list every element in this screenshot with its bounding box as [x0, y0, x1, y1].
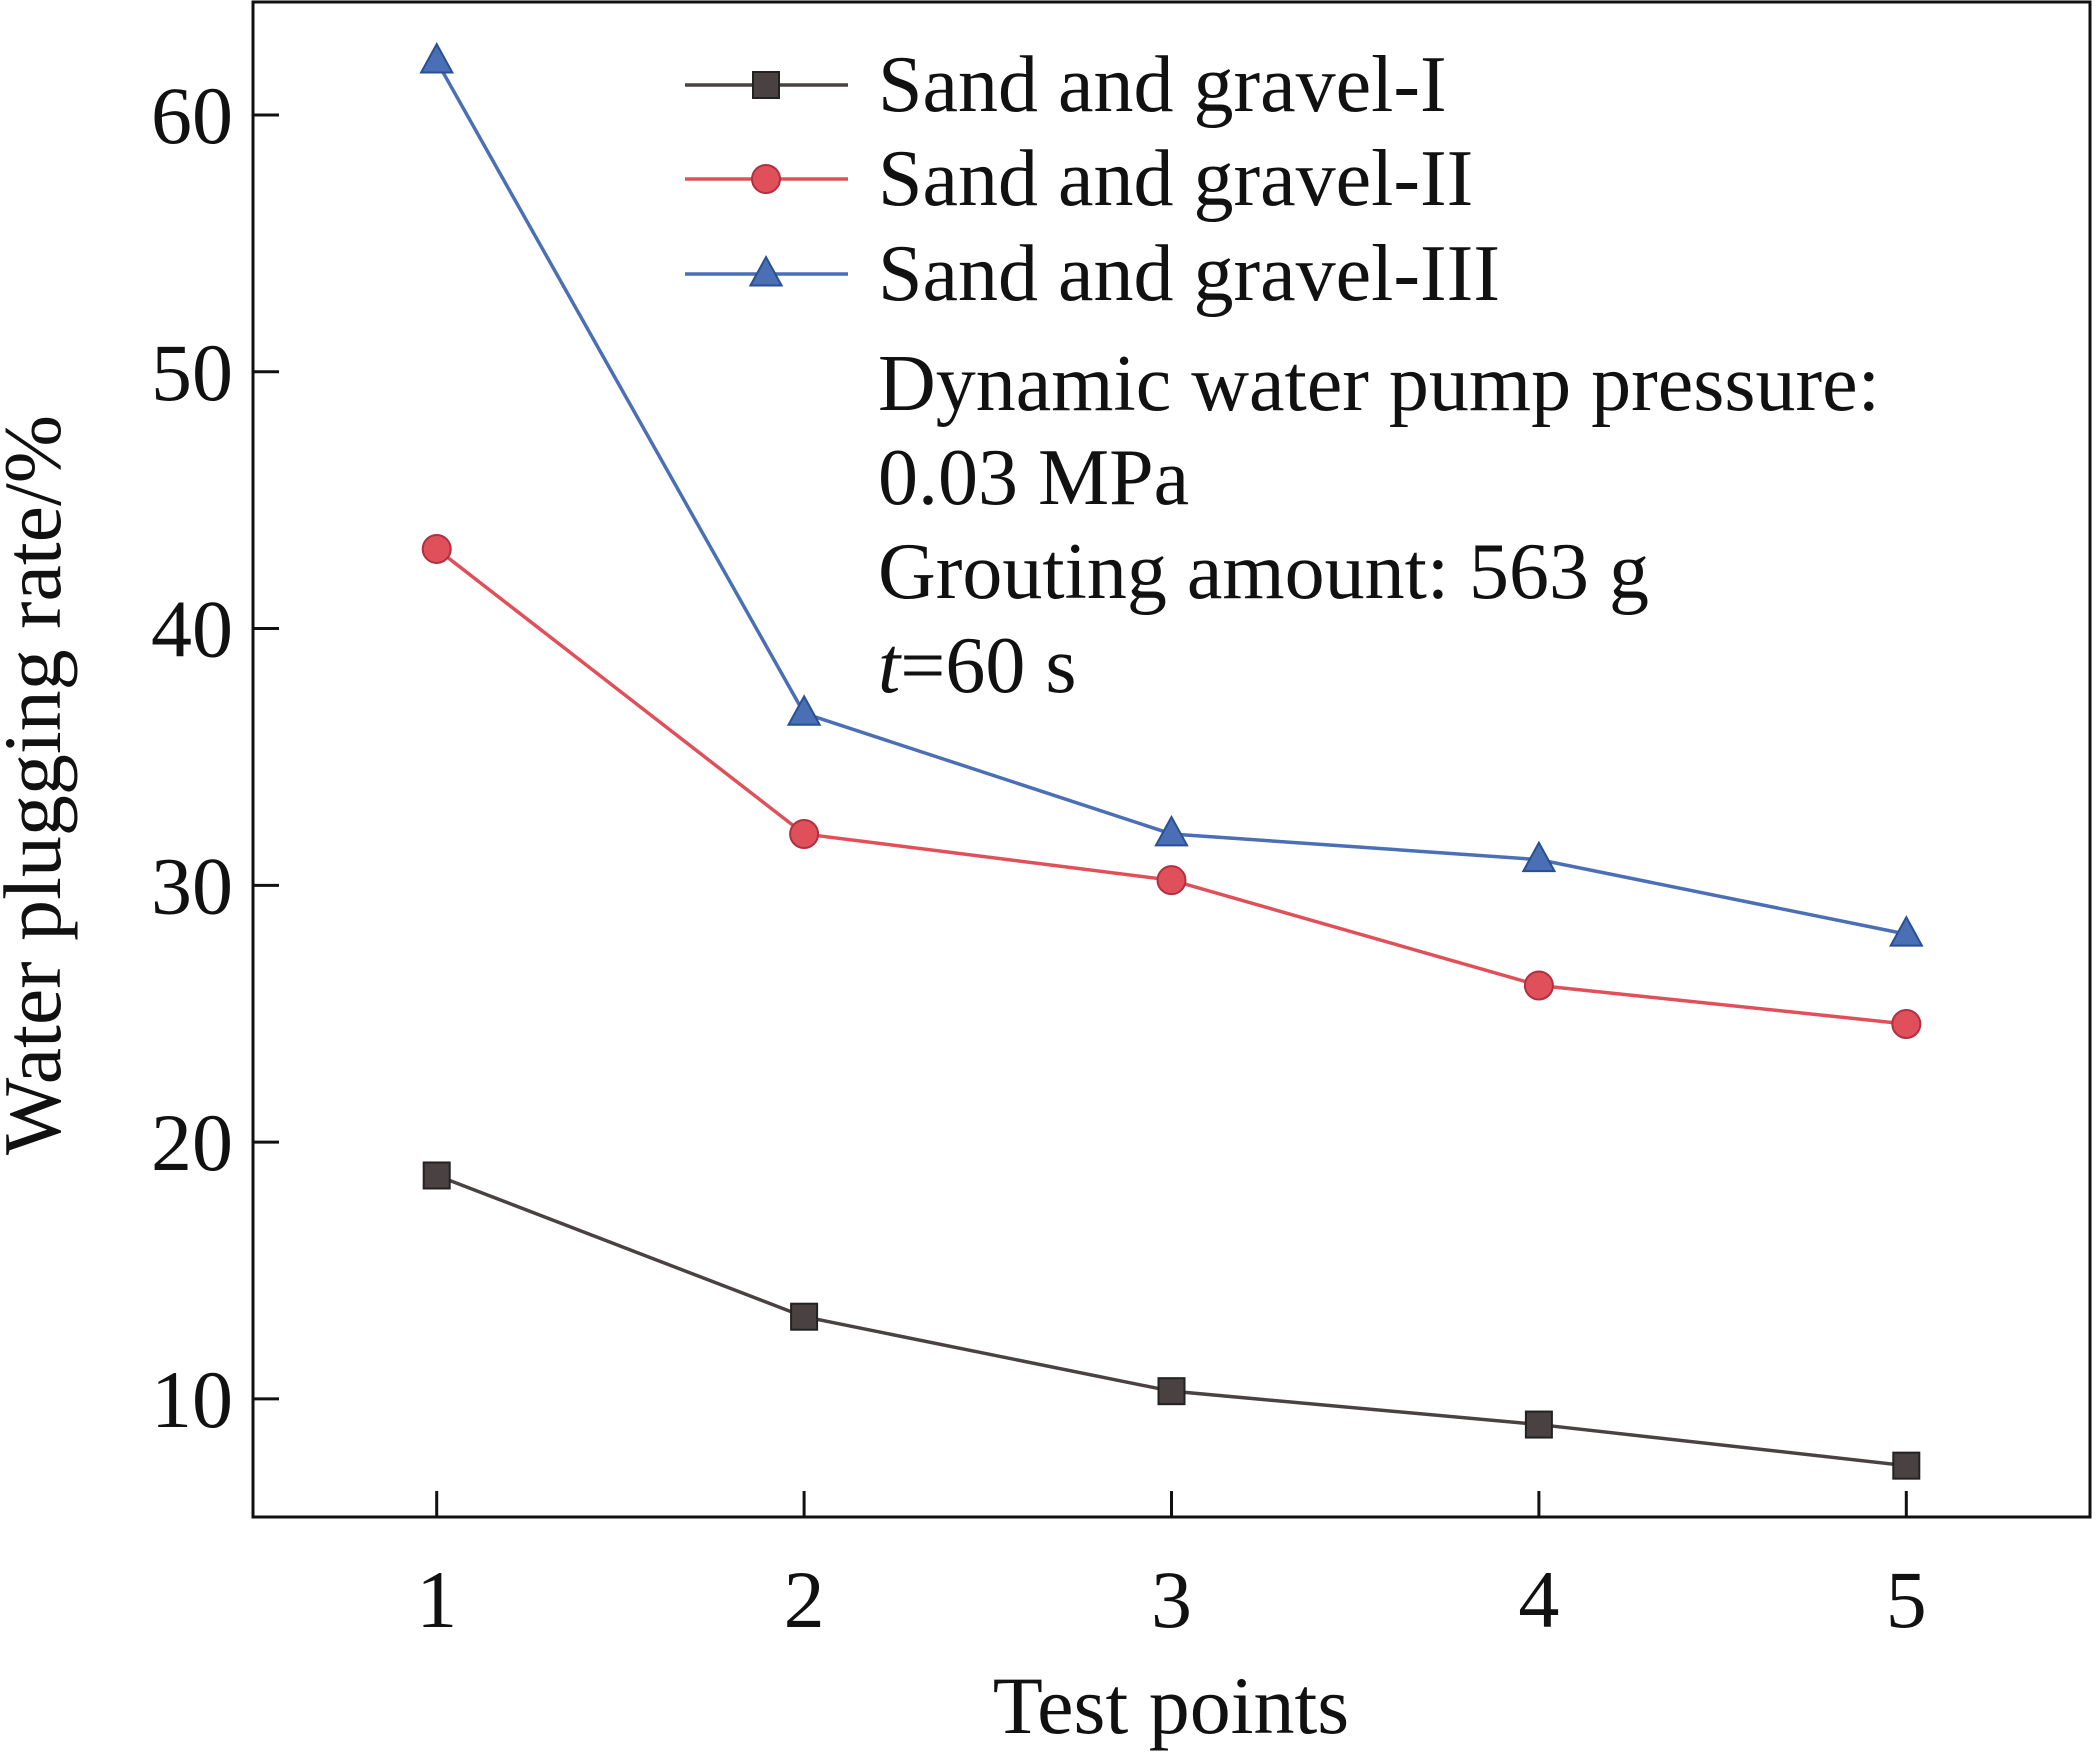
- series-2-point: [1156, 865, 1187, 896]
- legend-marker: [748, 254, 784, 287]
- series-layer: [419, 42, 1924, 1480]
- series-3-point: [786, 694, 822, 726]
- series-1-point: [422, 1161, 451, 1190]
- series-2-point: [1523, 970, 1554, 1001]
- x-tick-label: 5: [1886, 1554, 1927, 1645]
- series-2-line: [435, 547, 1907, 1026]
- series-2-point: [789, 818, 820, 849]
- y-axis-title: Water plugging rate/%: [0, 415, 78, 1155]
- series-1-line: [436, 1173, 1907, 1468]
- series-1-point: [1157, 1377, 1186, 1406]
- series-1-point: [1524, 1410, 1553, 1439]
- y-tick-label: 60: [151, 70, 233, 161]
- annotation-time: t=60 s: [878, 622, 1076, 710]
- legend-label: Sand and gravel-I: [878, 41, 1447, 129]
- annotation-grouting: Grouting amount: 563 g: [878, 528, 1649, 616]
- annotation-time-variable: t: [878, 622, 902, 710]
- series-1-point: [790, 1302, 819, 1331]
- y-axis-ticks: 10 20 30 40 50 60: [151, 70, 279, 1445]
- series-1-point: [1892, 1451, 1921, 1480]
- legend-marker: [751, 164, 781, 194]
- series-2-point: [421, 533, 452, 564]
- x-tick-label: 3: [1151, 1554, 1192, 1645]
- y-tick-label: 20: [151, 1097, 233, 1188]
- annotation-block: Dynamic water pump pressure: 0.03 MPa Gr…: [878, 340, 1880, 710]
- y-tick-label: 40: [151, 584, 233, 675]
- series-3-point: [419, 42, 454, 74]
- x-tick-label: 4: [1518, 1554, 1559, 1645]
- x-tick-label: 1: [416, 1554, 457, 1645]
- series-3-point: [1521, 840, 1557, 873]
- legend-label: Sand and gravel-III: [878, 230, 1500, 318]
- legend-marker: [752, 71, 780, 99]
- legend-label: Sand and gravel-II: [878, 135, 1473, 223]
- series-3-point: [1154, 814, 1189, 847]
- y-tick-label: 30: [151, 840, 233, 931]
- annotation-pressure-value: 0.03 MPa: [878, 434, 1189, 522]
- annotation-time-value: =60 s: [900, 622, 1076, 710]
- series-3-point: [1889, 915, 1924, 947]
- x-tick-label: 2: [784, 1554, 825, 1645]
- series-2-point: [1891, 1008, 1922, 1039]
- x-axis-title: Test points: [993, 1660, 1349, 1751]
- x-axis-ticks: 1 2 3 4 5: [416, 1491, 1927, 1645]
- y-tick-label: 50: [151, 327, 233, 418]
- annotation-pressure: Dynamic water pump pressure:: [878, 340, 1880, 428]
- y-tick-label: 10: [151, 1354, 233, 1445]
